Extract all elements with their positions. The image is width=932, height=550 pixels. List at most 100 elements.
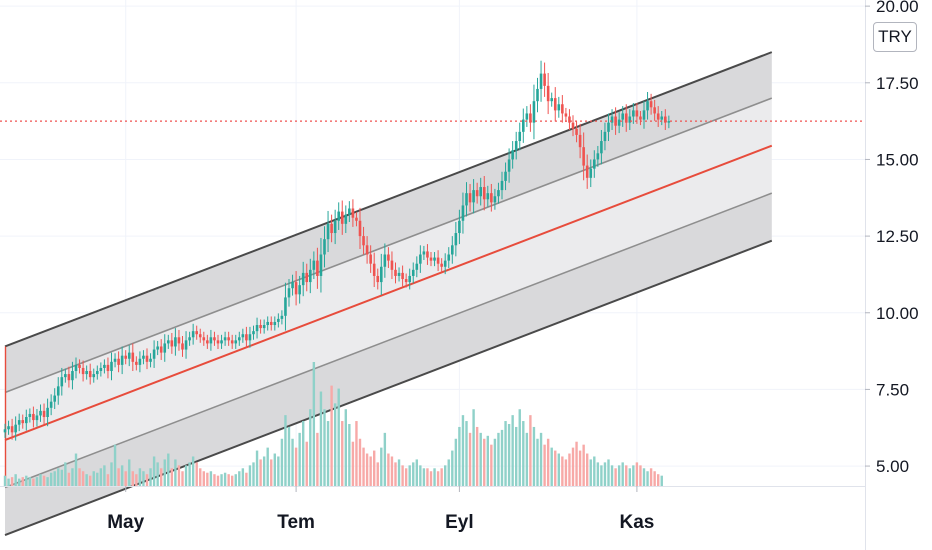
candle-body [216, 340, 220, 344]
volume-bar [92, 471, 95, 486]
candle-body [202, 337, 206, 341]
candle-body [546, 85, 550, 102]
volume-bar [124, 471, 127, 486]
volume-bar [426, 468, 429, 486]
volume-bar [333, 403, 337, 486]
volume-bar [177, 465, 181, 486]
volume-bar [167, 453, 170, 486]
volume-bar [440, 468, 443, 486]
candle-body [575, 128, 578, 135]
candle-body [294, 282, 298, 295]
candle-body [337, 211, 340, 221]
volume-bars [3, 362, 663, 486]
volume-bar [238, 471, 241, 486]
candle-body [35, 415, 39, 421]
volume-bar [444, 465, 447, 486]
volume-bar [380, 447, 383, 486]
volume-bar [131, 471, 134, 486]
volume-bar [486, 435, 489, 486]
volume-bar [312, 362, 316, 486]
volume-bar [632, 465, 635, 486]
candle-body [312, 260, 316, 270]
candle-body [578, 134, 582, 148]
volume-bar [390, 456, 394, 486]
volume-bar [578, 450, 582, 486]
candle-body [103, 364, 106, 368]
volume-bar [355, 421, 358, 486]
candle-body [170, 340, 174, 347]
volume-bar [649, 468, 653, 486]
volume-bar [220, 474, 223, 486]
volume-bar [138, 468, 142, 486]
candle-body [10, 426, 14, 433]
volume-bar [564, 459, 568, 486]
price-tick-label: 7.50 [876, 380, 909, 399]
volume-bar [525, 432, 529, 486]
candle-body [642, 110, 646, 120]
volume-bar [184, 465, 188, 486]
candle-body [135, 361, 138, 365]
candle-body [206, 340, 209, 344]
candle-body [14, 424, 17, 433]
time-tick-label: Kas [619, 512, 654, 533]
volume-bar [621, 462, 624, 486]
time-axis[interactable]: May Tem Eyl Kas [107, 486, 654, 533]
volume-bar [436, 471, 440, 486]
volume-bar [195, 462, 198, 486]
volume-bar [610, 465, 614, 486]
candle-body [269, 321, 273, 326]
candle-body [582, 147, 585, 166]
volume-bar [461, 415, 465, 486]
currency-badge[interactable]: TRY [873, 22, 917, 52]
channel-inner-lower-line [4, 192, 773, 489]
candle-body [408, 275, 411, 283]
candle-body [355, 217, 358, 221]
volume-bar [472, 409, 475, 486]
candle-body [553, 98, 557, 111]
candle-body [557, 104, 561, 111]
volume-bar [117, 468, 120, 486]
volume-bar [593, 456, 596, 486]
candle-body [245, 334, 248, 341]
candle-body [518, 131, 522, 142]
time-tick-label: May [107, 512, 144, 533]
candle-body [660, 116, 664, 120]
candle-body [404, 279, 408, 283]
volume-bar [422, 468, 426, 486]
candle-body [280, 315, 284, 319]
candle-body [585, 165, 589, 178]
volume-bar [128, 459, 131, 486]
candle-body [390, 260, 394, 270]
volume-bar [277, 456, 280, 486]
volume-bar [330, 385, 333, 486]
volume-bar [302, 421, 305, 486]
candle-body [465, 193, 468, 206]
candle-body [181, 343, 184, 350]
volume-bar [515, 426, 518, 486]
candle-body [486, 193, 490, 200]
volume-bar [188, 462, 191, 486]
volume-bar [617, 465, 621, 486]
price-axis[interactable]: 20.00 17.50 15.00 12.50 10.00 7.50 5.00 [865, 0, 919, 476]
candle-body [387, 254, 390, 261]
volume-bar [160, 468, 163, 486]
candle-body [316, 260, 319, 276]
candle-body [74, 364, 78, 372]
volume-bar [376, 462, 379, 486]
volume-bar [181, 471, 184, 486]
candle-body [234, 340, 238, 344]
candle-body [198, 334, 202, 338]
candle-body [113, 358, 117, 362]
candle-body [656, 113, 660, 120]
candle-body [326, 223, 330, 240]
volume-bar [49, 472, 53, 486]
volume-bar [287, 426, 291, 486]
candle-body [653, 107, 656, 114]
candle-body [472, 190, 475, 203]
candle-body [440, 263, 443, 267]
volume-bar [341, 421, 344, 486]
candle-body [191, 331, 195, 338]
volume-bar [106, 474, 110, 486]
candle-body [362, 236, 365, 246]
